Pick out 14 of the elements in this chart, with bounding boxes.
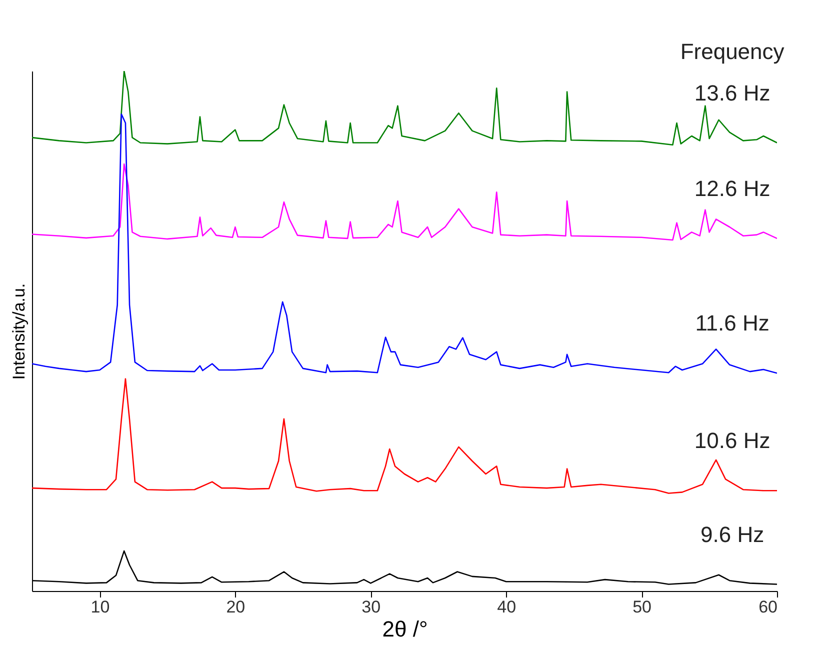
series-label: 12.6 Hz bbox=[694, 176, 770, 202]
x-tick-label: 30 bbox=[362, 598, 381, 616]
x-tick-label: 60 bbox=[758, 598, 778, 616]
x-axis-title: 2θ /° bbox=[382, 616, 428, 642]
x-tick-label: 40 bbox=[497, 598, 516, 616]
series-label: 10.6 Hz bbox=[694, 428, 770, 454]
x-tick-label: 50 bbox=[632, 598, 652, 616]
x-tick-label: 20 bbox=[226, 598, 246, 616]
series-label: 11.6 Hz bbox=[695, 310, 770, 336]
x-tick-label: 10 bbox=[90, 598, 110, 616]
series-label: 9.6 Hz bbox=[700, 522, 764, 547]
y-axis-title: Intensity/a.u. bbox=[10, 283, 28, 380]
legend-title: Frequency bbox=[680, 38, 784, 64]
series-label: 13.6 Hz bbox=[694, 80, 770, 106]
